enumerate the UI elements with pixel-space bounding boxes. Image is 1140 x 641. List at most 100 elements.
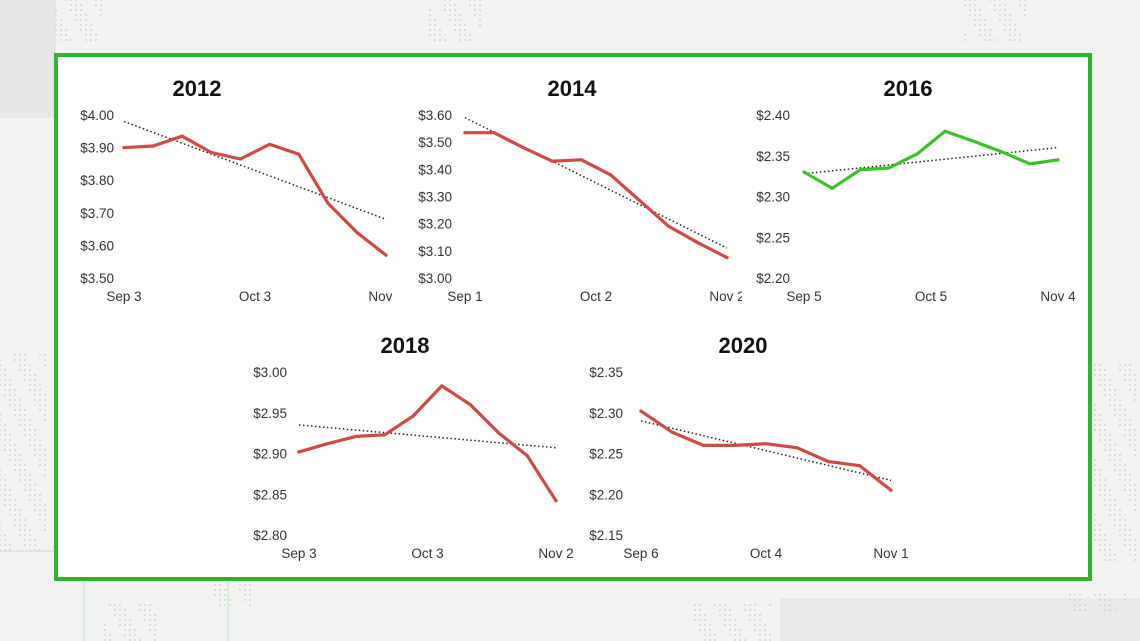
x-tick-label: Oct 3 xyxy=(239,289,271,304)
data-point xyxy=(943,129,947,133)
data-point xyxy=(326,201,330,205)
data-point xyxy=(795,446,799,450)
chart-title: 2018 xyxy=(381,333,430,358)
data-point xyxy=(858,168,863,172)
x-tick-label: Sep 5 xyxy=(786,289,821,304)
data-point xyxy=(525,454,530,458)
data-point xyxy=(521,146,525,150)
data-point xyxy=(554,499,558,503)
x-tick-label: Nov 2 xyxy=(709,289,742,304)
chart-title: 2016 xyxy=(884,76,933,101)
data-point xyxy=(608,173,613,177)
data-point xyxy=(122,146,126,150)
x-tick-label: Oct 4 xyxy=(750,546,783,561)
y-tick-label: $3.50 xyxy=(418,135,452,150)
y-tick-label: $2.95 xyxy=(253,406,287,421)
data-point xyxy=(468,403,472,407)
data-point xyxy=(411,414,415,418)
price-line xyxy=(463,131,729,260)
data-point xyxy=(999,150,1004,154)
chart-title: 2020 xyxy=(719,333,768,358)
data-point xyxy=(238,157,243,161)
y-tick-label: $2.40 xyxy=(756,108,790,123)
data-point xyxy=(802,170,806,174)
x-tick-label: Nov 1 xyxy=(873,546,908,561)
chart-title: 2012 xyxy=(173,76,222,101)
data-point xyxy=(497,431,501,435)
y-tick-label: $2.25 xyxy=(589,447,623,462)
data-point xyxy=(701,443,706,447)
chart-2018: 2018 $3.00 $2.95 $2.90 $2.85 $2.80 Sep 3 Oct 3 N… xyxy=(253,333,573,561)
y-tick-label: $2.15 xyxy=(589,528,623,543)
data-point xyxy=(915,152,919,156)
data-point xyxy=(971,139,975,143)
y-tick-label: $2.85 xyxy=(253,487,287,502)
data-point xyxy=(180,134,184,138)
data-point xyxy=(151,144,155,148)
data-point xyxy=(383,433,387,437)
x-tick-label: Oct 2 xyxy=(580,289,612,304)
y-tick-label: $2.35 xyxy=(589,365,623,380)
data-point xyxy=(209,150,213,155)
x-tick-label: Sep 6 xyxy=(623,546,658,561)
data-point xyxy=(579,158,584,162)
x-tick-label: Oct 3 xyxy=(411,546,443,561)
x-tick-label: Nov 4 xyxy=(1040,289,1075,304)
y-tick-label: $3.40 xyxy=(418,162,452,177)
y-tick-label: $2.30 xyxy=(589,406,623,421)
y-tick-label: $3.10 xyxy=(418,244,452,259)
data-point xyxy=(297,450,301,454)
x-tick-label: Oct 5 xyxy=(915,289,947,304)
data-point xyxy=(667,224,671,228)
x-tick-label: Nov 2 xyxy=(368,289,392,304)
y-tick-label: $2.20 xyxy=(756,271,790,286)
y-tick-label: $2.80 xyxy=(253,528,287,543)
chart-title: 2014 xyxy=(548,76,598,101)
data-point xyxy=(463,131,467,135)
chart-2016: 2016 $2.40 $2.35 $2.30 $2.25 $2.20 Sep 5 Oct 5 N… xyxy=(756,76,1075,304)
trend-line xyxy=(803,146,1059,175)
data-point xyxy=(492,131,496,135)
y-tick-label: $2.20 xyxy=(589,487,623,502)
data-point xyxy=(354,434,358,438)
x-tick-label: Nov 2 xyxy=(538,546,573,561)
trend-line xyxy=(298,424,557,449)
data-point xyxy=(550,159,554,163)
x-tick-label: Sep 3 xyxy=(106,289,141,304)
y-tick-label: $3.80 xyxy=(80,173,114,188)
data-point xyxy=(325,442,330,446)
data-point xyxy=(355,230,359,234)
y-tick-label: $3.00 xyxy=(418,271,452,286)
data-point xyxy=(1028,162,1032,166)
data-point xyxy=(733,443,737,447)
data-point xyxy=(696,241,700,245)
trend-line xyxy=(640,420,892,482)
y-tick-label: $2.35 xyxy=(756,149,790,164)
data-point xyxy=(1056,158,1060,162)
price-line xyxy=(802,129,1060,190)
price-line xyxy=(122,134,388,257)
data-point xyxy=(384,253,388,257)
y-tick-label: $3.90 xyxy=(80,141,114,156)
data-point xyxy=(725,256,729,260)
y-tick-label: $2.30 xyxy=(756,190,790,205)
y-tick-label: $3.70 xyxy=(80,206,114,221)
charts-frame xyxy=(54,53,1092,581)
data-point xyxy=(440,384,444,388)
data-point xyxy=(267,142,272,146)
data-point xyxy=(826,460,831,464)
y-tick-label: $3.30 xyxy=(418,190,452,205)
y-tick-label: $2.25 xyxy=(756,230,790,245)
data-point xyxy=(638,198,642,203)
x-tick-label: Sep 3 xyxy=(281,546,316,561)
y-tick-label: $3.00 xyxy=(253,365,287,380)
y-tick-label: $4.00 xyxy=(80,108,114,123)
y-tick-label: $3.20 xyxy=(418,217,452,232)
price-line xyxy=(297,384,558,503)
y-tick-label: $2.90 xyxy=(253,447,287,462)
y-tick-label: $3.60 xyxy=(418,108,452,123)
data-point xyxy=(297,152,301,156)
data-point xyxy=(670,430,674,434)
data-point xyxy=(639,409,643,413)
data-point xyxy=(858,464,862,468)
